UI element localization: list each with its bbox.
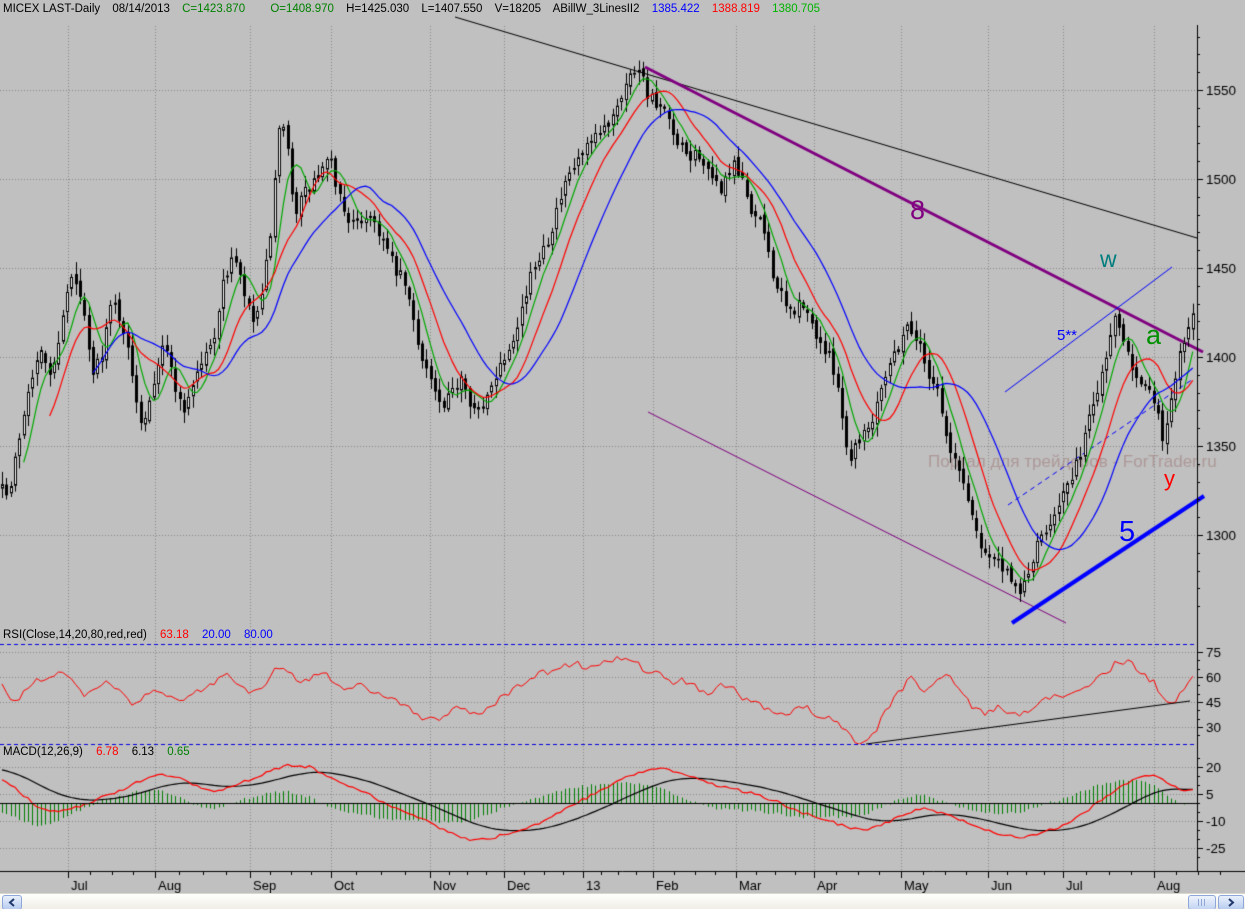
rsi-value: 63.18 <box>160 629 189 641</box>
chevron-left-icon <box>8 898 15 907</box>
rsi-name: RSI(Close,14,20,80,red,red) <box>3 629 147 641</box>
quote-volume: V=18205 <box>494 3 542 15</box>
horizontal-scrollbar[interactable] <box>0 893 1245 909</box>
chevron-right-icon <box>1228 898 1235 907</box>
quote-low: L=1407.550 <box>421 3 483 15</box>
rsi-level-high: 80.00 <box>244 629 273 641</box>
macd-signal-value: 6.13 <box>131 746 155 758</box>
indicator-value-blue: 1385.422 <box>651 3 700 15</box>
indicator-value-green: 1380.705 <box>772 3 821 15</box>
symbol-name: MICEX LAST-Daily <box>3 3 101 15</box>
macd-pane-label: MACD(12,26,9) 6.78 6.13 0.65 <box>3 746 200 758</box>
macd-name: MACD(12,26,9) <box>3 746 83 758</box>
indicator-name: ABillW_3LinesII2 <box>552 3 640 15</box>
indicator-value-red: 1388.819 <box>711 3 760 15</box>
quote-header: MICEX LAST-Daily 08/14/2013 C=1423.870 O… <box>3 3 829 15</box>
scroll-left-button[interactable] <box>2 895 22 909</box>
macd-hist-value: 0.65 <box>167 746 190 758</box>
rsi-level-low: 20.00 <box>202 629 231 641</box>
grip-lines-icon <box>1197 899 1207 906</box>
rsi-pane-label: RSI(Close,14,20,80,red,red) 63.18 20.00 … <box>3 629 283 641</box>
quote-close: C=1423.870 <box>182 3 246 15</box>
scroll-right-button[interactable] <box>1218 895 1244 909</box>
quote-date: 08/14/2013 <box>112 3 170 15</box>
quote-high: H=1425.030 <box>346 3 410 15</box>
quote-open: O=1408.970 <box>270 3 334 15</box>
macd-value: 6.78 <box>96 746 119 758</box>
scrollbar-thumb[interactable] <box>1188 895 1216 909</box>
